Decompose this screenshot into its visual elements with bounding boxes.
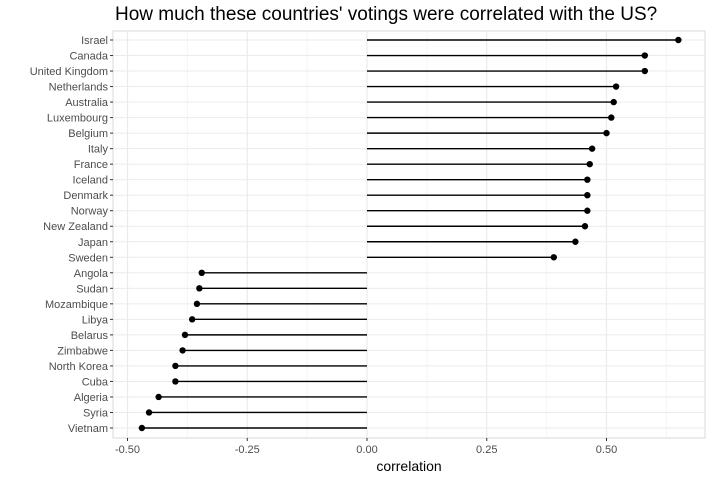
x-tick-label: 0.00 [356, 444, 377, 456]
lollipop-point [172, 378, 179, 385]
y-tick-label: France [74, 159, 108, 171]
lollipop-point [610, 98, 617, 106]
lollipop-point [641, 52, 649, 59]
lollipop-point [588, 145, 596, 152]
x-axis-title: correlation [376, 458, 441, 474]
lollipop-point [586, 160, 593, 168]
y-tick-label: Netherlands [49, 82, 109, 94]
lollipop-point [172, 362, 179, 370]
y-tick-label: Angola [74, 268, 109, 280]
lollipop-point [584, 207, 591, 214]
lollipop-point [196, 285, 203, 292]
y-tick-label: Japan [78, 237, 108, 249]
panel-border [112, 30, 706, 439]
y-tick-label: Cuba [82, 376, 109, 388]
lollipop-point [145, 409, 153, 416]
y-tick-label: Israel [81, 35, 108, 47]
lollipop-point [603, 129, 610, 137]
y-tick-label: Zimbabwe [57, 345, 108, 357]
lollipop-point [584, 176, 591, 183]
x-tick-label: -0.50 [115, 444, 140, 456]
lollipop-point [584, 192, 591, 199]
y-tick-label: Iceland [73, 175, 108, 187]
lollipop-point [572, 238, 579, 245]
x-tick-label: 0.25 [476, 444, 497, 456]
lollipop-point [193, 300, 201, 308]
chart-title: How much these countries' votings were c… [115, 4, 658, 25]
y-tick-label: Luxembourg [47, 113, 108, 125]
y-tick-label: Libya [82, 314, 109, 326]
lollipop-point [581, 223, 589, 230]
y-tick-label: Belgium [68, 128, 108, 140]
lollipop-point [181, 331, 189, 339]
lollipop-point [641, 67, 649, 75]
lollipop-point [608, 114, 615, 121]
lollipop-point [155, 393, 162, 401]
y-tick-label: Denmark [63, 190, 108, 202]
lollipop-point [675, 36, 682, 44]
x-tick-label: 0.50 [596, 444, 617, 456]
y-tick-label: Syria [83, 407, 109, 419]
y-tick-label: Australia [65, 97, 109, 109]
y-tick-label: Algeria [74, 392, 109, 404]
lollipop-point [179, 347, 186, 354]
y-tick-label: Canada [69, 51, 108, 63]
y-tick-label: Mozambique [45, 299, 108, 311]
y-tick-label: Vietnam [68, 423, 108, 435]
y-tick-label: Sudan [76, 283, 108, 295]
plot-panel [113, 31, 705, 438]
lollipop-point [188, 316, 196, 323]
y-tick-label: United Kingdom [30, 66, 108, 78]
y-tick-label: New Zealand [43, 221, 108, 233]
y-tick-label: Belarus [71, 330, 109, 342]
lollipop-point [198, 269, 205, 276]
lollipop-point [138, 424, 146, 432]
x-tick-label: -0.25 [235, 444, 260, 456]
y-tick-label: Italy [88, 144, 109, 156]
y-tick-label: North Korea [49, 361, 109, 373]
y-tick-label: Sweden [68, 252, 108, 264]
lollipop-point [612, 83, 620, 90]
lollipop-point [550, 254, 558, 261]
y-tick-label: Norway [71, 206, 109, 218]
